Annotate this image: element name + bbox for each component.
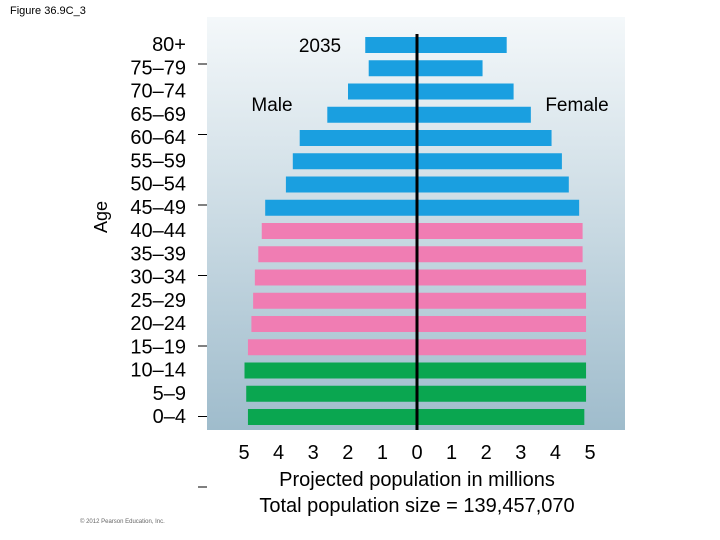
bar-female-0 (418, 37, 507, 53)
bar-male-2 (348, 83, 416, 100)
x-axis-label: Projected population in millions (279, 469, 555, 491)
bar-female-5 (418, 153, 562, 170)
age-label-16: 0–4 (153, 406, 186, 428)
x-tick-label-5: 0 (411, 442, 422, 464)
bar-male-5 (292, 153, 416, 170)
y-axis-label: Age (91, 201, 111, 233)
bar-female-10 (418, 269, 587, 286)
bar-female-12 (418, 316, 587, 332)
bar-male-6 (285, 176, 416, 193)
age-label-10: 30–34 (130, 267, 186, 289)
bar-female-14 (418, 362, 587, 379)
x-tick-label-9: 4 (550, 442, 561, 464)
bar-female-15 (418, 385, 587, 402)
bar-female-9 (418, 246, 583, 263)
age-label-5: 55–59 (130, 150, 186, 172)
bar-female-2 (418, 83, 514, 100)
age-label-15: 5–9 (153, 383, 186, 405)
bar-male-15 (246, 385, 416, 402)
bar-female-13 (418, 339, 587, 356)
age-label-1: 75–79 (130, 57, 186, 79)
age-label-4: 60–64 (130, 127, 186, 149)
bar-female-8 (418, 223, 583, 239)
bar-male-16 (247, 409, 416, 425)
age-label-2: 70–74 (130, 81, 186, 103)
bar-female-4 (418, 130, 552, 146)
x-tick-label-3: 2 (342, 442, 353, 464)
bar-male-9 (258, 246, 416, 263)
age-label-9: 35–39 (130, 243, 186, 265)
copyright-notice: © 2012 Pearson Education, Inc. (80, 519, 165, 525)
bar-male-12 (251, 316, 416, 332)
x-tick-label-2: 3 (308, 442, 319, 464)
age-label-14: 10–14 (130, 360, 186, 382)
x-tick-label-10: 5 (584, 442, 595, 464)
x-tick-label-1: 4 (273, 442, 284, 464)
chart-title-year: 2035 (299, 36, 341, 57)
bar-male-3 (327, 106, 416, 123)
x-tick-label-6: 1 (446, 442, 457, 464)
bar-male-13 (247, 339, 416, 356)
bar-male-11 (253, 292, 416, 309)
age-label-7: 45–49 (130, 197, 186, 219)
x-tick-label-4: 1 (377, 442, 388, 464)
figure-label: Figure 36.9C_3 (10, 5, 86, 17)
x-tick-label-7: 2 (481, 442, 492, 464)
bar-male-4 (299, 130, 416, 146)
bar-male-7 (265, 199, 416, 216)
bar-male-10 (254, 269, 416, 286)
age-label-13: 15–19 (130, 336, 186, 358)
bar-female-6 (418, 176, 569, 193)
bar-female-16 (418, 409, 585, 425)
age-label-6: 50–54 (130, 174, 186, 196)
x-tick-label-8: 3 (515, 442, 526, 464)
total-population-label: Total population size = 139,457,070 (259, 495, 574, 517)
bar-female-11 (418, 292, 587, 309)
age-label-0: 80+ (152, 34, 186, 56)
bar-female-7 (418, 199, 580, 216)
bar-male-8 (261, 223, 416, 239)
x-tick-label-0: 5 (238, 442, 249, 464)
age-label-3: 65–69 (130, 104, 186, 126)
bar-female-3 (418, 106, 531, 123)
bar-female-1 (418, 60, 483, 77)
legend-male: Male (251, 95, 292, 116)
age-label-11: 25–29 (130, 290, 186, 312)
legend-female: Female (545, 95, 608, 116)
bar-male-14 (244, 362, 416, 379)
bar-male-1 (368, 60, 416, 77)
age-label-8: 40–44 (130, 220, 186, 242)
bar-male-0 (365, 37, 416, 53)
age-label-12: 20–24 (130, 313, 186, 335)
